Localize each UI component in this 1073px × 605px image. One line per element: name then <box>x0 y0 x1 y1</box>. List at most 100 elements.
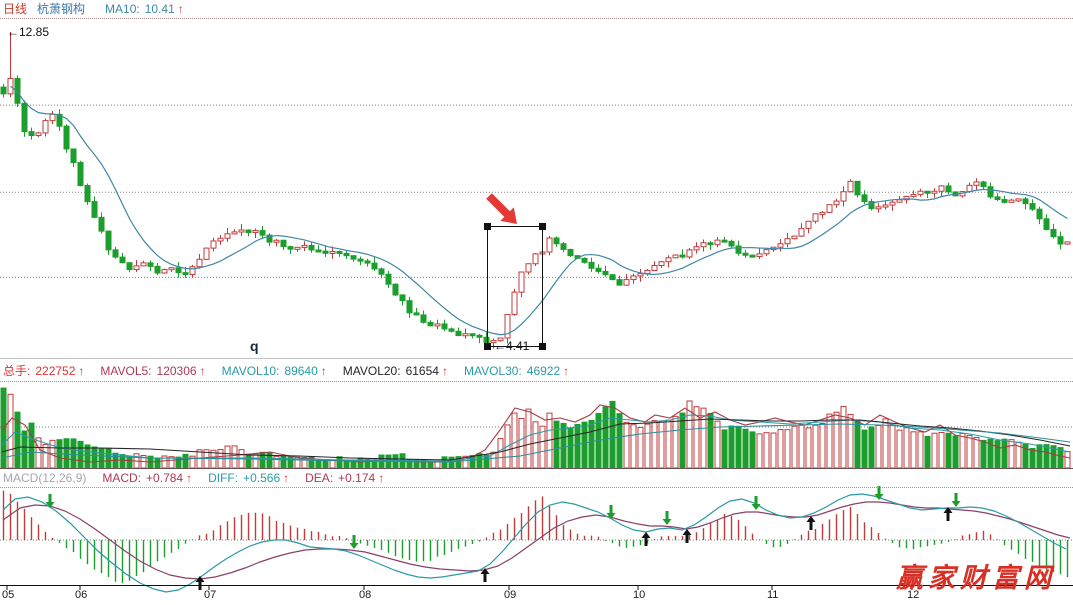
candle <box>854 180 861 196</box>
candle <box>406 300 413 314</box>
candle <box>560 243 567 250</box>
volume-bar <box>1008 439 1015 469</box>
candle <box>70 148 77 164</box>
candle <box>882 204 889 208</box>
volume-bar <box>343 460 350 469</box>
symbol-name: 杭萧钢构 <box>37 2 86 16</box>
volume-bar <box>553 420 560 469</box>
header-separator <box>0 18 1073 19</box>
volume-bar <box>588 419 595 469</box>
candle <box>917 190 924 196</box>
candle <box>1064 241 1071 245</box>
candle <box>280 239 287 248</box>
mavol10-value: 89640 <box>284 364 318 378</box>
candle <box>966 184 973 193</box>
volume-pane-header: 总手: 222752 ↑ MAVOL5: 120306 ↑ MAVOL10: 8… <box>3 365 585 378</box>
buy-signal-arrow-icon <box>685 535 689 543</box>
candle <box>826 204 833 213</box>
candle <box>322 250 329 254</box>
volume-bar <box>224 445 231 469</box>
volume-bar <box>819 422 826 469</box>
candle <box>616 279 623 286</box>
candle <box>1015 198 1022 202</box>
selection-handle-0[interactable] <box>484 223 491 230</box>
candle <box>588 261 595 269</box>
candle <box>168 267 175 271</box>
volume-bar <box>154 457 161 469</box>
volume-bar <box>840 405 847 469</box>
candle <box>49 113 56 122</box>
candle <box>56 113 63 127</box>
volume-bar <box>910 431 917 469</box>
candle <box>35 132 42 137</box>
price-pane[interactable] <box>0 32 1073 350</box>
volume-bar <box>707 412 714 469</box>
volume-bar <box>672 415 679 469</box>
volume-bar <box>329 459 336 469</box>
selection-rectangle[interactable] <box>487 226 543 347</box>
volume-bar <box>903 427 910 469</box>
xaxis-label-3: 08 <box>359 589 372 601</box>
volume-bar <box>1036 444 1043 469</box>
volume-bar <box>315 459 322 469</box>
volume-bar <box>1029 447 1036 469</box>
candle <box>14 77 21 104</box>
candle <box>609 274 616 281</box>
candle <box>203 247 210 260</box>
candle <box>483 336 490 344</box>
volume-bar <box>777 428 784 469</box>
selection-handle-2[interactable] <box>484 343 491 350</box>
volume-bar <box>448 456 455 469</box>
candle <box>378 268 385 275</box>
candle <box>497 337 504 342</box>
candle <box>427 321 434 327</box>
selection-handle-3[interactable] <box>539 343 546 350</box>
candle <box>840 191 847 202</box>
volume-bar <box>126 456 133 469</box>
ma10-value: 10.41 <box>144 2 175 16</box>
candle <box>175 267 182 274</box>
volume-bar <box>749 431 756 469</box>
x-axis[interactable] <box>0 585 1073 591</box>
candle <box>231 231 238 235</box>
xaxis-label-7: 12 <box>907 589 920 601</box>
candle <box>672 254 679 259</box>
macd-pane-header: MACD(12,26,9) MACD: +0.784 ↑ DIFF: +0.56… <box>3 472 400 485</box>
candle <box>329 250 336 254</box>
candle <box>1022 198 1029 205</box>
macd-pane[interactable] <box>0 486 1073 593</box>
candle <box>455 330 462 337</box>
volume-bar <box>665 419 672 469</box>
buy-signal-arrow-icon <box>483 574 487 582</box>
candle <box>896 199 903 203</box>
candle <box>182 272 189 276</box>
candle <box>833 200 840 206</box>
volume-bar <box>959 433 966 469</box>
volume-bar <box>609 400 616 469</box>
candle <box>742 252 749 256</box>
volume-bar <box>525 408 532 469</box>
macd-label: MACD: <box>102 471 142 485</box>
xaxis-label-1: 06 <box>75 589 88 601</box>
dea-value: +0.174 <box>338 471 376 485</box>
volume-bar <box>798 424 805 469</box>
candle <box>119 256 126 264</box>
volume-bar <box>882 418 889 469</box>
site-watermark: 赢家财富网 <box>896 563 1056 594</box>
up-arrow-icon-mavol30: ↑ <box>563 364 570 378</box>
candle <box>924 190 931 194</box>
candle <box>721 239 728 243</box>
selection-handle-1[interactable] <box>539 223 546 230</box>
ma10-label: MA10: <box>105 2 140 16</box>
volume-pane[interactable] <box>0 387 1073 469</box>
candle <box>714 239 721 246</box>
candle <box>364 260 371 264</box>
volume-bar <box>28 422 35 469</box>
volume-bar <box>644 423 651 469</box>
mavol20-label: MAVOL20: <box>342 364 401 378</box>
volume-bar <box>938 431 945 469</box>
candle <box>210 240 217 249</box>
price-high-value: 12.85 <box>19 25 50 39</box>
volume-bar <box>854 419 861 469</box>
